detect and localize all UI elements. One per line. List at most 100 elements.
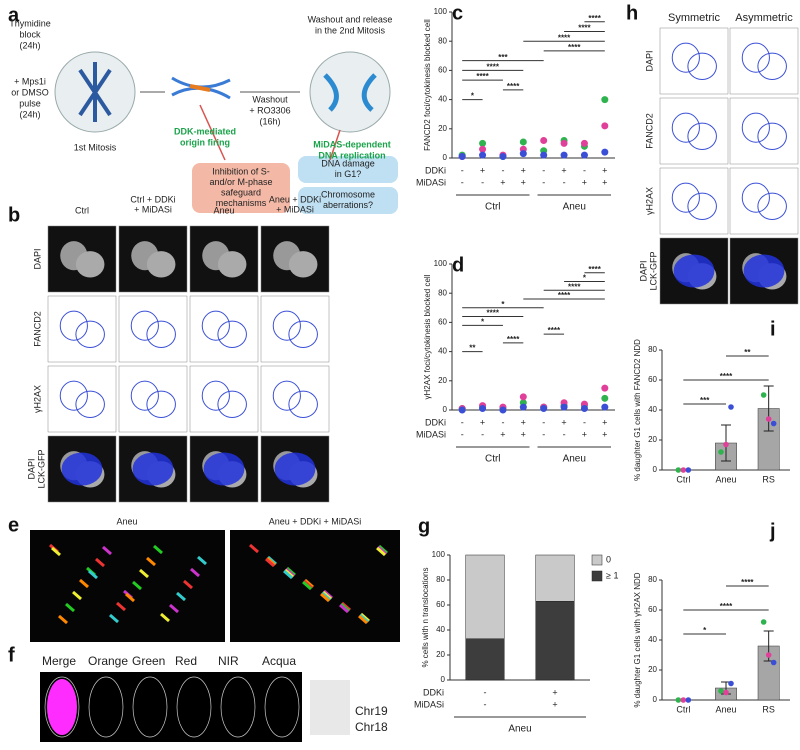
channel-label: Merge [42,654,76,668]
y-tick-label: 0 [443,153,448,162]
chromosome-paint [88,676,124,738]
micrograph [118,365,188,433]
caption: origin firing [180,137,230,147]
caption: DDK-mediated [174,126,236,136]
nucleus [671,42,700,73]
treatment-value: + [521,177,526,187]
nucleus [757,52,787,80]
replicate-point [728,680,734,687]
row-label: DAPI [638,260,648,281]
treatment-value: - [583,165,586,175]
row-label: DAPI [32,248,42,269]
replicate-mean [499,406,507,414]
dapi-signal [203,452,245,486]
y-tick-label: 80 [648,345,657,354]
y-tick-label: 80 [648,575,657,584]
chromosome [72,590,82,601]
chromosome [153,544,163,555]
nucleus [201,380,230,411]
replicate-mean [519,150,527,158]
replicate-point [770,659,777,666]
replicate-mean [580,151,588,159]
nucleus [272,380,301,411]
significance-label: **** [720,372,733,381]
significance-label: **** [507,335,520,344]
replicate-point [765,416,772,422]
replicate-mean [458,406,466,414]
nucleus [217,320,247,348]
column-header: Asymmetric [735,12,793,24]
nucleus [272,310,301,341]
chromosome-paint [220,676,256,738]
y-tick-label: 80 [438,288,447,297]
image-frame [659,167,729,235]
micrograph [260,225,330,293]
y-tick-label: 100 [432,550,446,559]
treatment-value: - [542,177,545,187]
treatment-value: - [461,177,464,187]
micrograph [47,295,117,363]
image-frame [260,295,330,363]
nucleus [757,122,787,150]
caption: mechanisms [216,198,267,208]
significance-label: **** [487,63,500,72]
y-axis-label: FANCD2 foci/cytokinesis blocked cell [423,19,432,151]
significance-label: **** [548,326,561,335]
y-tick-label: 20 [438,376,447,385]
y-tick-label: 0 [653,695,658,704]
chromosome [176,591,186,602]
x-tick-label: Ctrl [676,474,690,484]
y-tick-label: 40 [438,347,447,356]
chromosome-paint [264,676,300,738]
treatment-value: - [583,417,586,427]
replicate-mean [479,405,487,413]
replicate-mean [479,151,487,159]
nucleus [687,192,717,220]
row-label: γH2AX [644,187,654,215]
step-text: (24h) [19,40,40,50]
treatment-value: - [484,699,487,709]
image-frame [659,97,729,165]
image-frame [118,295,188,363]
replicate-mean [601,96,609,104]
chromosome [265,557,275,568]
significance-label: *** [700,396,710,405]
chromosome [51,546,61,557]
treatment-value: + [582,177,587,187]
y-tick-label: 20 [648,665,657,674]
image-frame [47,365,117,433]
chromosomes [78,62,112,122]
replicate-point [765,652,772,658]
y-tick-label: 60 [438,66,447,75]
nucleus [75,390,105,418]
chromosome [109,613,119,624]
y-tick-label: 20 [648,435,657,444]
error-bar [763,385,774,432]
treatment-label: DDKi [425,417,446,427]
treatment-value: - [563,177,566,187]
image-title: Aneu [116,516,137,526]
nucleus [217,251,247,278]
image-frame [47,295,117,363]
replicate-point [770,420,777,427]
image-frame [729,27,799,95]
column-header: Aneu + DDKi [269,194,321,204]
micrograph [260,295,330,363]
y-axis-label: % daughter G1 cells with γH2AX NDD [633,572,642,707]
y-tick-label: 0 [441,675,446,684]
y-tick-label: 60 [648,375,657,384]
micrograph [659,27,729,95]
karyotype-inset [310,680,350,735]
y-axis-label: γH2AX foci/cytokinesis blocked cell [423,274,432,399]
treatment-value: + [521,429,526,439]
significance-label: * [583,274,587,283]
image-title: Aneu + DDKi + MiDASi [269,516,362,526]
treatment-value: + [552,687,557,697]
chromosome [249,543,259,554]
chromosome [132,580,142,591]
caption: aberrations? [323,200,373,210]
nucleus [130,380,159,411]
significance-label: **** [558,33,571,42]
replicate-mean [580,139,588,147]
replicate-point [680,467,687,473]
